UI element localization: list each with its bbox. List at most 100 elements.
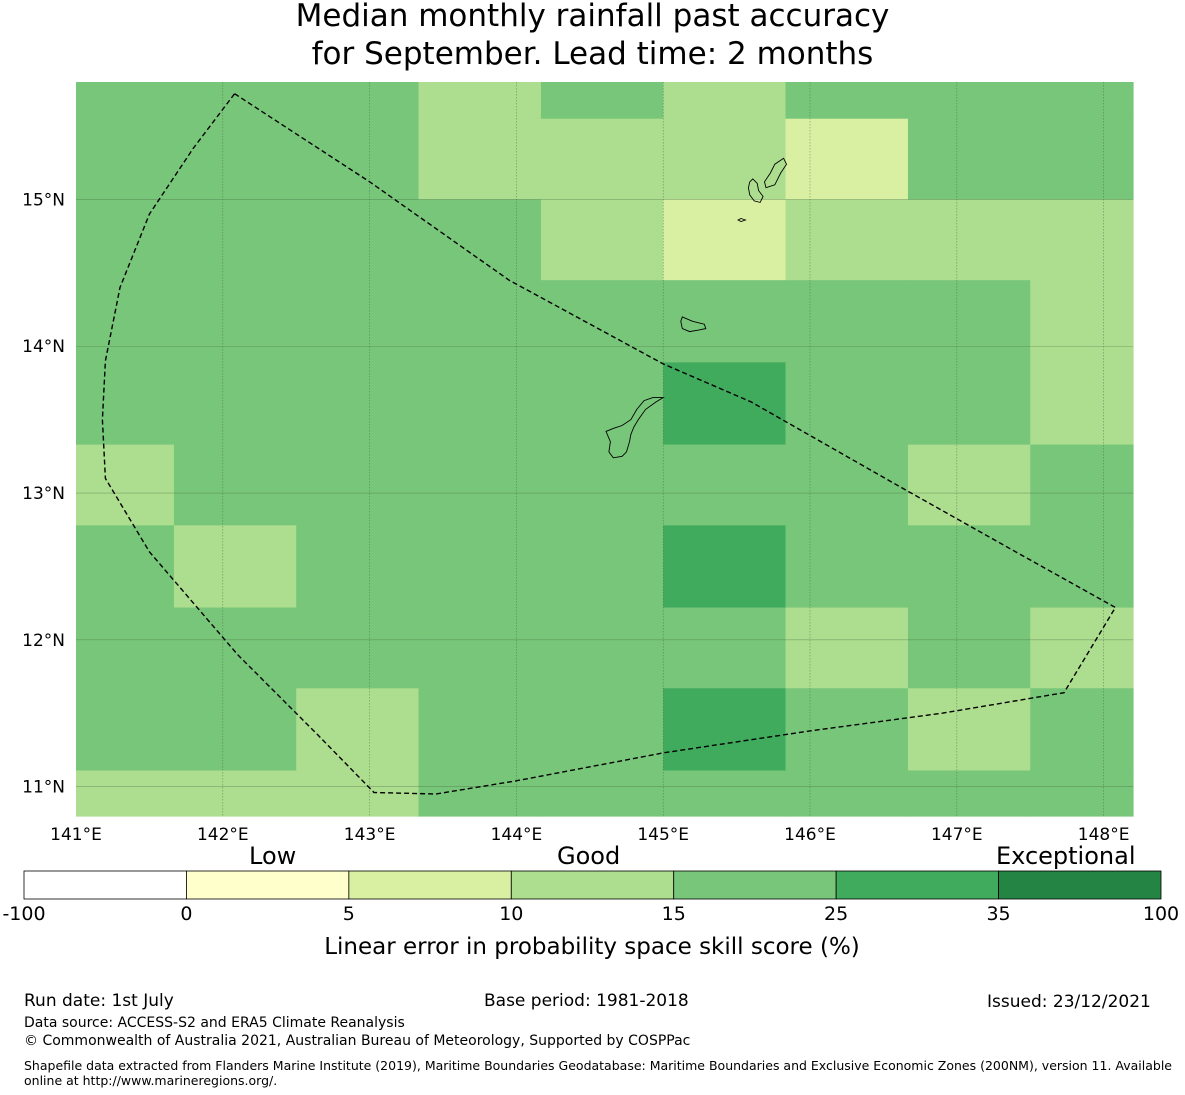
grid-cell [540,280,664,363]
grid-cell [173,118,297,201]
grid-cell [296,280,420,363]
grid-cell [418,362,542,446]
grid-cell [540,444,664,526]
grid-cell [663,770,787,817]
grid-cell [418,118,542,201]
grid-cell [907,82,1031,120]
grid-cell [540,688,664,772]
grid-cell [296,362,420,446]
grid-cell [907,444,1031,526]
grid-cell [76,199,175,281]
colorbar-tick-label: -100 [2,903,45,925]
grid-cell [540,770,664,817]
coastlines [605,157,788,459]
grid-cell [418,525,542,609]
grid-cell [663,688,787,772]
grid-cell [1030,199,1134,281]
axis-tick-labels: 141°E 142°E 143°E 144°E 145°E 146°E 147°E 148°E… [22,190,1129,845]
grid-cell [418,280,542,363]
lat-tick-label: 15°N [22,190,65,210]
grid-cell [1030,607,1134,689]
lon-tick-label: 144°E [491,825,543,845]
grid-cell [663,118,787,201]
grid-cell [907,118,1031,201]
grid-cell [785,280,909,363]
grid-cell [173,280,297,363]
grid-cell [296,525,420,609]
grid-cell [76,607,175,689]
graticule [76,82,1133,816]
grid-cell [1030,362,1134,446]
lon-tick-label: 146°E [784,825,836,845]
grid-cell [173,82,297,120]
skill-grid [76,82,1134,817]
colorbar-category-good: Good [557,842,621,870]
lat-tick-label: 12°N [22,631,65,651]
grid-cell [540,118,664,201]
grid-cell [907,770,1031,817]
colorbar-bin [998,870,1162,900]
grid-cell [76,362,175,446]
map-title-line-1: Median monthly rainfall past accuracy [295,0,890,34]
grid-cell [76,280,175,363]
shapefile-note: Shapefile data extracted from Flanders M… [24,1058,1172,1088]
grid-cell [296,444,420,526]
grid-cell [663,280,787,363]
grid-cell [785,199,909,281]
lat-tick-label: 14°N [22,337,65,357]
island-outline [737,218,747,222]
data-source: Data source: ACCESS-S2 and ERA5 Climate … [24,1015,405,1031]
grid-cell [540,82,664,120]
grid-cell [296,118,420,201]
grid-cell [1030,525,1134,609]
colorbar-tick-label: 0 [180,903,192,925]
colorbar-bin [23,870,187,900]
grid-cell [663,199,787,281]
grid-cell [663,607,787,689]
grid-cell [785,118,909,201]
grid-cell [540,607,664,689]
colorbar-bin [348,870,512,900]
grid-cell [540,199,664,281]
colorbar-bin [835,870,999,900]
lon-tick-label: 148°E [1078,825,1130,845]
grid-cell [173,362,297,446]
grid-cell [173,770,297,817]
colorbar-category-low: Low [249,842,297,870]
grid-cell [1030,118,1134,201]
grid-cell [418,607,542,689]
grid-cell [296,82,420,120]
colorbar-tick-label: 35 [986,903,1010,925]
colorbar-bin [510,870,675,900]
grid-cell [296,607,420,689]
lon-tick-label: 142°E [197,825,249,845]
copyright-notice: © Commonwealth of Australia 2021, Austra… [24,1033,691,1049]
grid-cell [1030,770,1134,817]
grid-cell [785,82,909,120]
island-outline [764,157,788,189]
grid-cell [785,444,909,526]
lat-tick-label: 13°N [22,484,65,504]
grid-cell [173,607,297,689]
grid-cell [663,362,787,446]
grid-cell [540,362,664,446]
grid-cell [296,688,420,772]
grid-cell [785,607,909,689]
grid-cell [76,118,175,201]
grid-cell [76,82,175,120]
island-outline [747,178,764,203]
island-outline [680,316,707,333]
grid-cell [76,688,175,772]
grid-cell [418,688,542,772]
grid-cell [663,82,787,120]
grid-cell [907,688,1031,772]
run-date: Run date: 1st July [24,991,174,1011]
grid-cell [173,688,297,772]
grid-cell [907,607,1031,689]
grid-cell [173,199,297,281]
grid-cell [418,82,542,120]
grid-cell [663,444,787,526]
grid-cell [907,525,1031,609]
colorbar-tick-label: 10 [499,903,523,925]
grid-cell [785,770,909,817]
